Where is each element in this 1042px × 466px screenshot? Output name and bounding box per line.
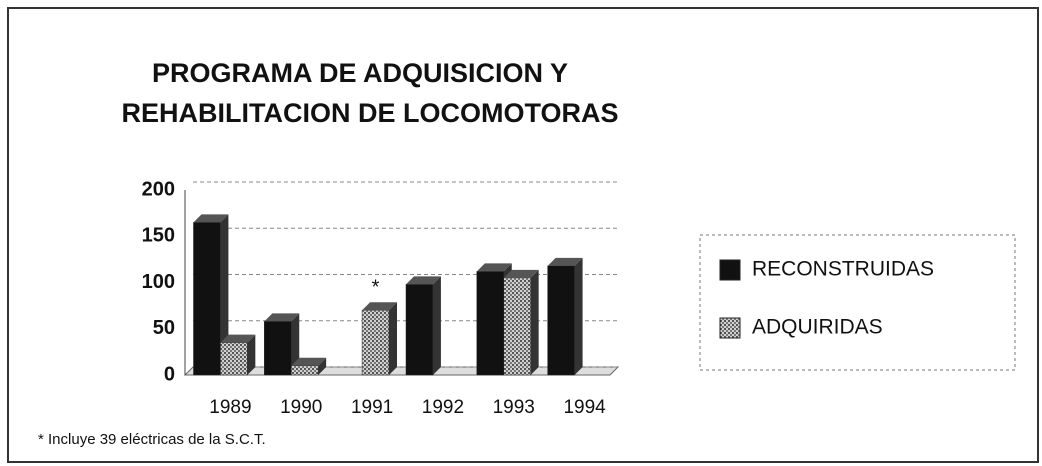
bar — [361, 310, 390, 376]
bar-top — [406, 276, 441, 285]
x-tick-label: 1990 — [280, 397, 322, 418]
bar-top — [362, 302, 397, 311]
legend-label: ADQUIRIDAS — [752, 316, 883, 339]
bar — [547, 265, 575, 376]
bar-side — [291, 313, 300, 375]
bar-side — [530, 269, 539, 375]
legend-box — [699, 234, 1016, 371]
y-tick-label: 50 — [153, 317, 175, 339]
bar-top — [503, 269, 539, 278]
bar-top — [476, 263, 512, 272]
bar-side — [574, 257, 583, 375]
annotation: * — [372, 277, 380, 299]
bar — [220, 342, 248, 376]
bar-top — [220, 334, 256, 343]
legend-label: RECONSTRUIDAS — [752, 258, 934, 281]
bar — [476, 271, 505, 376]
bar — [291, 365, 319, 376]
bar-top — [291, 357, 327, 366]
bar — [503, 277, 531, 376]
bar-top — [547, 257, 583, 266]
bar-top — [193, 214, 229, 223]
frame — [7, 7, 1039, 463]
y-tick-label: 150 — [142, 225, 175, 247]
bar-side — [432, 276, 441, 375]
bar-side — [318, 357, 327, 375]
y-tick-label: 200 — [142, 178, 175, 200]
footnote: * Incluye 39 eléctricas de la S.C.T. — [38, 431, 266, 448]
bar-side — [389, 302, 397, 375]
x-tick-label: 1993 — [493, 397, 535, 418]
x-tick-label: 1991 — [351, 397, 393, 418]
bar-top — [264, 313, 300, 322]
legend-swatch — [719, 259, 741, 281]
y-tick-label: 100 — [142, 271, 175, 293]
bar-side — [220, 214, 229, 375]
x-tick-label: 1992 — [422, 397, 464, 418]
bar-side — [247, 334, 256, 375]
legend-swatch — [719, 317, 741, 339]
y-tick-label: 0 — [164, 363, 175, 385]
bar — [405, 284, 434, 376]
x-tick-label: 1989 — [209, 397, 251, 418]
chart-title: REHABILITACION DE LOCOMOTORAS — [122, 98, 619, 128]
bar — [193, 222, 221, 376]
chart-title: PROGRAMA DE ADQUISICION Y — [152, 58, 568, 88]
bar — [264, 321, 292, 376]
x-tick-label: 1994 — [563, 397, 606, 418]
